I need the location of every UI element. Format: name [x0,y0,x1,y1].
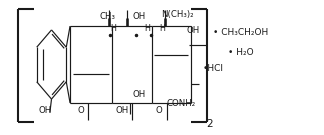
Text: OH: OH [115,106,128,115]
Text: H: H [159,24,165,33]
Text: OH: OH [133,12,146,21]
Text: O: O [156,106,162,115]
Text: CH₃: CH₃ [99,12,115,21]
Text: • H₂O: • H₂O [228,48,254,57]
Text: CONH₂: CONH₂ [167,99,196,108]
Text: •HCl: •HCl [203,64,224,73]
Text: H: H [110,24,116,33]
Text: N(CH₃)₂: N(CH₃)₂ [161,10,194,18]
Text: O: O [78,106,85,115]
Text: • CH₃CH₂OH: • CH₃CH₂OH [214,28,269,37]
Text: OH: OH [133,90,146,99]
Text: OH: OH [186,26,200,35]
Text: 2: 2 [206,119,213,129]
Text: H: H [145,24,150,33]
Text: OH: OH [39,106,52,115]
